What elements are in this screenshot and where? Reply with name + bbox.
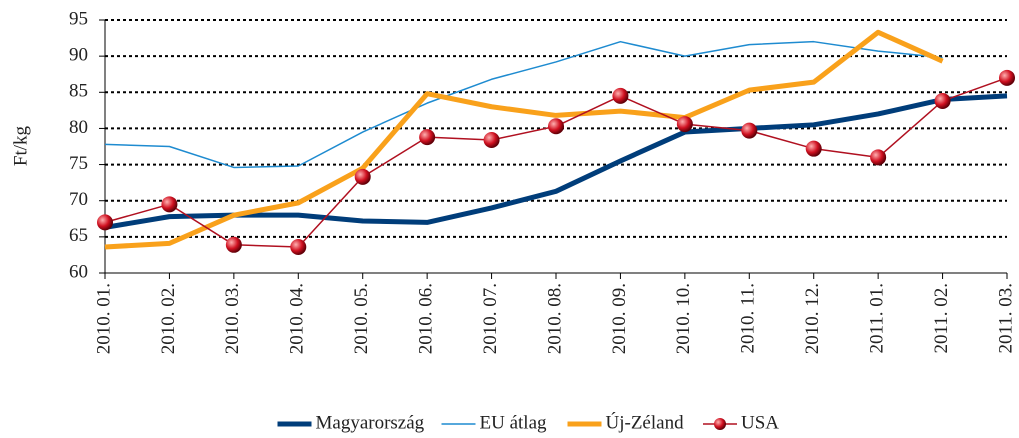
- marker: [161, 196, 178, 213]
- marker: [548, 118, 564, 135]
- x-tick-label: 2011. 03.: [995, 283, 1016, 354]
- marker: [290, 238, 307, 255]
- legend-label: USA: [741, 412, 779, 433]
- y-tick-label: 95: [69, 8, 88, 29]
- legend-label: EU átlag: [480, 412, 548, 433]
- x-tick-label: 2010. 05.: [351, 283, 372, 354]
- legend-label: Új-Zéland: [606, 411, 685, 433]
- series-line: [104, 40, 943, 169]
- marker: [225, 236, 242, 253]
- y-tick-label: 90: [69, 45, 88, 66]
- y-tick-label: 65: [69, 225, 88, 246]
- x-tick-label: 2010. 07.: [480, 283, 501, 354]
- legend-label: Magyarország: [316, 412, 425, 433]
- x-tick-label: 2010. 02.: [158, 283, 179, 354]
- x-tick-label: 2010. 09.: [609, 283, 630, 354]
- y-tick-label: 80: [69, 117, 88, 138]
- marker: [97, 214, 113, 231]
- x-tick-label: 2010. 11.: [738, 283, 759, 354]
- marker: [741, 122, 758, 139]
- marker: [999, 69, 1015, 86]
- x-tick-label: 2010. 04.: [287, 283, 308, 354]
- series-line: [104, 77, 1008, 248]
- y-tick-label: 85: [69, 81, 88, 102]
- x-tick-label: 2010. 12.: [802, 283, 823, 354]
- marker: [934, 92, 951, 109]
- x-tick-label: 2010. 10.: [673, 283, 694, 354]
- x-tick-label: 2011. 01.: [867, 283, 888, 354]
- marker: [612, 87, 629, 104]
- y-axis-label: Ft/kg: [10, 125, 31, 166]
- legend-marker: [714, 418, 726, 430]
- marker: [805, 140, 822, 157]
- y-tick-label: 75: [69, 153, 88, 174]
- marker: [354, 168, 371, 185]
- marker: [676, 116, 693, 133]
- x-tick-label: 2010. 08.: [544, 283, 565, 354]
- series-line: [104, 93, 1008, 230]
- x-tick-label: 2010. 03.: [222, 283, 243, 354]
- x-tick-label: 2010. 01.: [93, 283, 114, 354]
- marker: [870, 149, 887, 166]
- marker: [419, 129, 436, 146]
- y-tick-label: 60: [69, 261, 88, 282]
- x-tick-label: 2011. 02.: [931, 283, 952, 354]
- y-tick-label: 70: [69, 189, 88, 210]
- marker: [483, 131, 500, 148]
- x-tick-label: 2010. 06.: [416, 283, 437, 354]
- series-line: [104, 29, 944, 250]
